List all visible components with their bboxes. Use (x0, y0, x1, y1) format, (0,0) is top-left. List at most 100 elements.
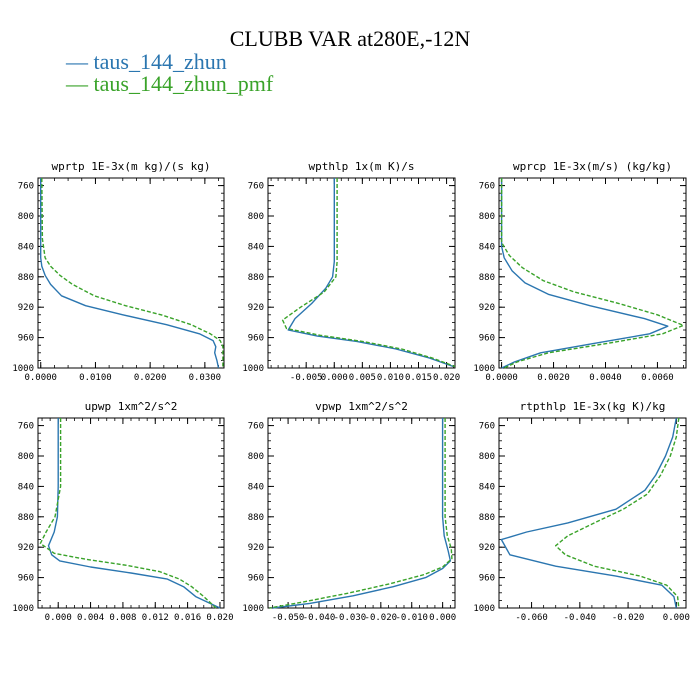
y-tick-label: 800 (18, 452, 34, 462)
y-tick-label: 960 (18, 334, 34, 344)
y-tick-label: 880 (18, 273, 34, 283)
series-line-2 (500, 178, 685, 369)
panel-title: rtpthlp 1E-3x(kg K)/kg (520, 400, 666, 413)
series-line-1 (40, 178, 220, 369)
y-tick-label: 920 (479, 303, 495, 313)
y-tick-label: 1000 (473, 604, 495, 614)
x-tick-label: -0.005 (290, 373, 323, 383)
x-tick-label: 0.0100 (79, 373, 112, 383)
y-tick-label: 880 (479, 513, 495, 523)
panel-title: vpwp 1xm^2/s^2 (315, 400, 408, 413)
x-tick-label: 0.0000 (485, 373, 518, 383)
y-tick-label: 1000 (242, 604, 264, 614)
y-tick-label: 960 (18, 574, 34, 584)
series-line-2 (555, 417, 680, 609)
x-tick-label: 0.0300 (189, 373, 222, 383)
y-tick-label: 960 (479, 334, 495, 344)
x-tick-label: 0.0200 (134, 373, 167, 383)
x-tick-label: 0.008 (109, 613, 136, 623)
panel-title: wprtp 1E-3x(m kg)/(s kg) (52, 160, 211, 173)
series-line-1 (272, 418, 452, 609)
y-tick-label: 880 (248, 273, 264, 283)
y-tick-label: 760 (479, 182, 495, 192)
x-tick-label: -0.040 (303, 613, 336, 623)
y-tick-label: 800 (248, 212, 264, 222)
y-tick-label: 920 (248, 543, 264, 553)
x-tick-label: 0.005 (349, 373, 376, 383)
x-tick-label: 0.0020 (537, 373, 570, 383)
x-tick-label: -0.020 (612, 613, 645, 623)
series-line-1 (500, 178, 669, 369)
x-tick-label: -0.050 (272, 613, 305, 623)
y-tick-label: 920 (479, 543, 495, 553)
x-tick-label: -0.020 (365, 613, 398, 623)
legend-entry-series-1: — taus_144_zhun (66, 49, 227, 74)
y-tick-label: 960 (248, 574, 264, 584)
panel-3: wprcp 1E-3x(m/s) (kg/kg) 760 800 840 880 920 9… (473, 160, 687, 383)
y-tick-label: 880 (18, 513, 34, 523)
x-tick-label: 0.0060 (641, 373, 674, 383)
x-tick-label: 0.016 (174, 613, 201, 623)
y-tick-label: 1000 (12, 364, 34, 374)
panel-title: upwp 1xm^2/s^2 (85, 400, 178, 413)
x-tick-label: 0.004 (77, 613, 104, 623)
series-line-2 (39, 418, 217, 609)
series-line-1 (287, 178, 454, 368)
y-tick-label: 920 (18, 303, 34, 313)
plot-frame (37, 177, 225, 369)
x-tick-label: -0.060 (515, 613, 548, 623)
y-tick-label: 760 (248, 182, 264, 192)
panel-title: wprcp 1E-3x(m/s) (kg/kg) (513, 160, 672, 173)
series-line-2 (41, 177, 224, 368)
plot-frame (37, 417, 225, 609)
y-tick-label: 960 (479, 574, 495, 584)
y-tick-label: 840 (18, 482, 34, 492)
y-tick-label: 760 (479, 422, 495, 432)
x-tick-label: -0.040 (564, 613, 597, 623)
y-tick-label: 840 (18, 242, 34, 252)
y-tick-label: 800 (18, 212, 34, 222)
plot-frame (498, 417, 687, 609)
y-tick-label: 880 (248, 513, 264, 523)
y-tick-label: 840 (479, 482, 495, 492)
y-tick-label: 840 (248, 242, 264, 252)
x-tick-label: 0.020 (433, 373, 460, 383)
y-tick-label: 920 (248, 303, 264, 313)
x-tick-label: 0.000 (429, 613, 456, 623)
x-tick-label: -0.030 (334, 613, 367, 623)
y-tick-label: 920 (18, 543, 34, 553)
chart-title: CLUBB VAR at280E,-12N (229, 26, 471, 51)
panel-2: wpthlp 1x(m K)/s 760 800 840 880 920 960 1000 -0… (242, 160, 460, 383)
y-tick-label: 1000 (12, 604, 34, 614)
series-line-1 (47, 418, 221, 609)
y-tick-label: 800 (479, 452, 495, 462)
x-tick-label: 0.020 (206, 613, 233, 623)
panel-4: upwp 1xm^2/s^2 760 800 840 880 920 960 1000 0.00… (12, 400, 233, 623)
x-tick-label: 0.000 (321, 373, 348, 383)
plot-frame (267, 417, 456, 609)
y-tick-label: 880 (479, 273, 495, 283)
x-tick-label: 0.015 (405, 373, 432, 383)
x-tick-label: 0.010 (377, 373, 404, 383)
y-tick-label: 760 (18, 422, 34, 432)
y-tick-label: 1000 (242, 364, 264, 374)
panel-1: wprtp 1E-3x(m kg)/(s kg) 760 800 840 880 920 9… (12, 160, 225, 383)
y-tick-label: 840 (479, 242, 495, 252)
x-tick-label: 0.0000 (24, 373, 57, 383)
legend-entry-series-2: — taus_144_zhun_pmf (66, 71, 274, 96)
panel-6: rtpthlp 1E-3x(kg K)/kg 760 800 840 880 920 960… (473, 400, 690, 623)
x-tick-label: 0.000 (45, 613, 72, 623)
series-line-1 (500, 417, 677, 609)
y-tick-label: 840 (248, 482, 264, 492)
x-tick-label: 0.000 (663, 613, 690, 623)
plot-frame (267, 177, 456, 369)
x-tick-label: 0.012 (142, 613, 169, 623)
y-tick-label: 760 (18, 182, 34, 192)
series-line-2 (269, 418, 453, 609)
y-tick-label: 800 (248, 452, 264, 462)
x-tick-label: -0.010 (395, 613, 428, 623)
panel-title: wpthlp 1x(m K)/s (309, 160, 415, 173)
y-tick-label: 960 (248, 334, 264, 344)
panel-5: vpwp 1xm^2/s^2 760 800 840 880 920 960 1000 -0.0… (242, 400, 456, 623)
